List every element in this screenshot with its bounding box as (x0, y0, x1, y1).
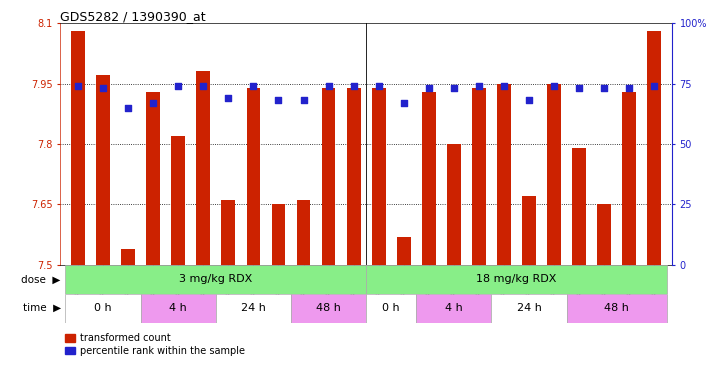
Bar (247, 88, 260, 265)
Point (348, 83, 359, 89)
Point (173, 83, 184, 89)
Point (599, 85, 610, 91)
Text: 24 h: 24 h (241, 303, 266, 313)
Point (398, 100, 410, 106)
Bar (416, 294, 491, 323)
Text: 0 h: 0 h (383, 303, 400, 313)
Point (448, 85, 459, 91)
Point (298, 98, 309, 104)
Point (323, 83, 334, 89)
Bar (196, 71, 210, 265)
Bar (321, 88, 336, 265)
Point (73, 83, 84, 89)
Point (373, 83, 385, 89)
Text: 24 h: 24 h (517, 303, 542, 313)
Point (474, 83, 485, 89)
Bar (447, 144, 461, 265)
Bar (121, 249, 135, 265)
Bar (622, 92, 636, 265)
Bar (567, 294, 667, 323)
Bar (366, 265, 667, 294)
Text: 4 h: 4 h (445, 303, 463, 313)
Point (97, 85, 109, 91)
Bar (65, 294, 141, 323)
Text: 0 h: 0 h (95, 303, 112, 313)
Bar (221, 200, 235, 265)
Point (624, 85, 635, 91)
Text: time  ▶: time ▶ (23, 303, 60, 313)
Bar (372, 88, 385, 265)
Bar (648, 31, 661, 265)
Point (523, 98, 535, 104)
Point (498, 83, 510, 89)
Point (147, 100, 159, 106)
Bar (397, 237, 411, 265)
Bar (491, 294, 567, 323)
Text: 18 mg/kg RDX: 18 mg/kg RDX (476, 274, 557, 285)
Bar (366, 294, 416, 323)
Bar (472, 88, 486, 265)
Bar (296, 200, 311, 265)
Text: 48 h: 48 h (316, 303, 341, 313)
Text: 48 h: 48 h (604, 303, 629, 313)
Bar (291, 294, 366, 323)
Point (423, 85, 434, 91)
Bar (96, 76, 110, 265)
Text: dose  ▶: dose ▶ (21, 274, 60, 285)
Bar (71, 31, 85, 265)
Point (223, 95, 234, 101)
Bar (272, 204, 285, 265)
Point (247, 83, 259, 89)
Point (574, 85, 585, 91)
Point (273, 98, 284, 104)
Bar (65, 265, 366, 294)
Point (648, 83, 660, 89)
Bar (171, 136, 185, 265)
Bar (597, 204, 611, 265)
Text: GDS5282 / 1390390_at: GDS5282 / 1390390_at (60, 10, 206, 23)
Point (548, 83, 560, 89)
Bar (347, 88, 360, 265)
Bar (216, 294, 291, 323)
Bar (141, 294, 216, 323)
Bar (497, 83, 511, 265)
Text: 4 h: 4 h (169, 303, 187, 313)
Bar (547, 83, 561, 265)
Bar (522, 197, 536, 265)
Text: 3 mg/kg RDX: 3 mg/kg RDX (179, 274, 252, 285)
Point (198, 83, 209, 89)
Bar (422, 92, 436, 265)
Bar (572, 148, 586, 265)
Bar (146, 92, 160, 265)
Point (122, 104, 134, 111)
Legend: transformed count, percentile rank within the sample: transformed count, percentile rank withi… (65, 333, 245, 356)
